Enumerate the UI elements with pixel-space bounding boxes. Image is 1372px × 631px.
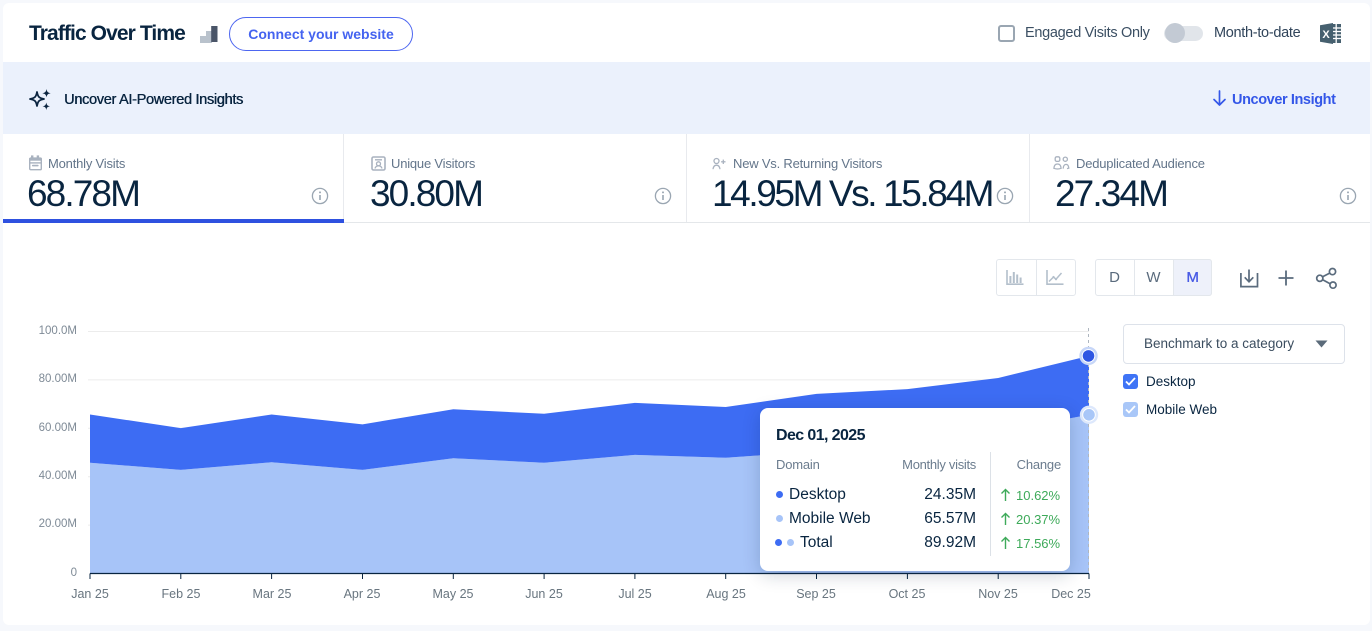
svg-text:X: X <box>1322 29 1330 41</box>
